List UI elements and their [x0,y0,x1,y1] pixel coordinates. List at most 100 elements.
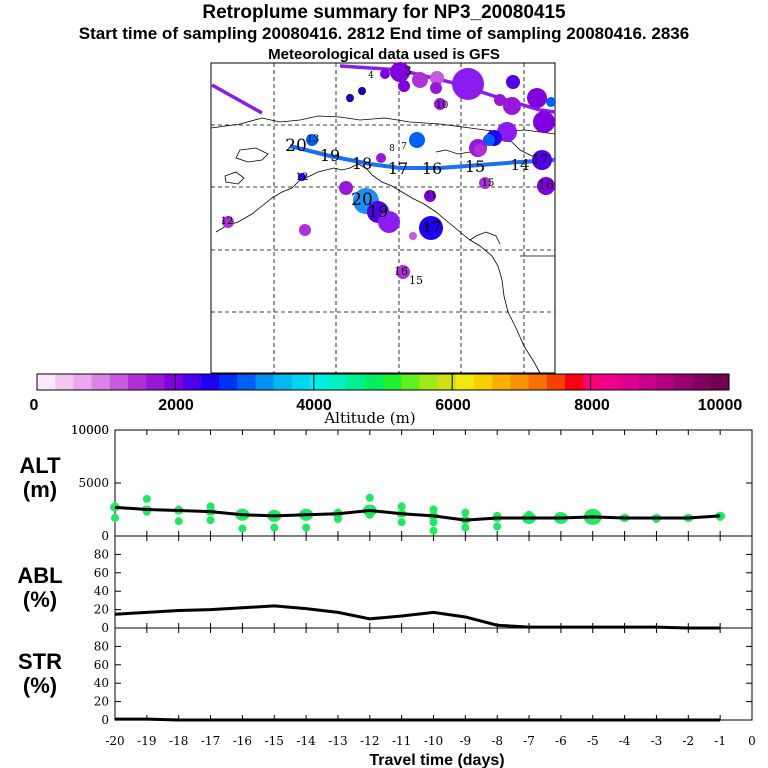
plume-day-label: 19 [320,146,340,165]
x-tick-label: -1 [714,734,726,748]
plume-dot [409,232,417,240]
colorbar-swatch [346,374,366,390]
altitude-scatter-point [174,517,183,526]
plume-dot [474,144,486,156]
colorbar-swatch [219,374,238,390]
plume-day-label: 5 [347,94,353,105]
str-panel-label-line2: (%) [22,673,58,698]
plume-dot [537,177,555,195]
plume-dot [412,72,428,88]
plume-dot [424,190,436,202]
x-tick-label: -3 [651,734,663,748]
colorbar-tick-label: 10000 [698,397,743,414]
colorbar-swatch [565,374,584,390]
x-axis-label: Travel time (days) [369,752,504,768]
altitude-scatter-point [493,522,502,531]
x-tick-label: -2 [682,734,694,748]
plume-day-label: 6 [359,87,365,98]
colorbar-swatch [255,374,275,390]
abl-panel-label: ABL (%) [0,564,80,612]
colorbar-swatch [437,374,457,390]
plume-day-label: 15 [465,157,485,176]
plume-dot [298,173,306,181]
plume-dot [506,75,520,89]
y-tick-label: 0 [101,529,109,543]
plume-dot [376,153,386,163]
plume-day-label: 17 [532,153,549,168]
abl-panel-label-line1: ABL [17,563,63,588]
str-panel-label: STR (%) [0,650,80,698]
colorbar-swatch [237,374,257,390]
plume-day-label: 18 [352,154,372,173]
x-tick-label: -14 [296,734,316,748]
altitude-scatter-point [142,494,151,503]
plume-dot [306,134,318,146]
altitude-scatter-point [111,513,119,522]
y-tick-label: 40 [94,584,109,598]
plume-dot [497,122,517,142]
plume-day-label: 15 [409,274,423,287]
plume-dot [299,224,311,236]
plume-dot [533,111,555,133]
y-tick-label: 20 [94,603,109,617]
series-line-alt [114,505,721,522]
plume-day-label: 10 [436,100,449,111]
plume-day-label: 17 [422,218,441,236]
altitude-scatter-point [397,502,406,511]
colorbar-swatch [273,374,293,390]
plume-dot [396,265,410,279]
plume-dot [419,216,443,240]
plume-day-label: 16 [422,159,442,178]
plume-day-label: 13 [307,134,320,145]
x-tick-label: -8 [491,734,503,748]
plume-dot [452,68,484,100]
colorbar-swatch [546,374,566,390]
x-tick-label: -11 [392,734,411,748]
colorbar-swatch [182,374,202,390]
altitude-scatter-point [461,523,470,532]
y-tick-label: 60 [94,658,109,672]
colorbar-swatch [291,374,311,390]
colorbar-swatch [37,374,56,390]
colorbar-swatch [200,374,220,390]
series-line-str [115,717,721,722]
series-line-abl [114,604,721,630]
plume-day-label: 12 [296,172,309,183]
plume-day-label: 8 [389,144,395,154]
altitude-scatter-point [238,524,247,533]
plume-dot [222,216,234,228]
x-tick-label: -13 [328,734,347,748]
colorbar-tick-label: 8000 [574,397,610,414]
plume-dot [479,177,491,189]
colorbar-tick-label: 4000 [296,397,332,414]
colorbar-swatch [601,374,621,390]
colorbar-swatch [674,374,694,390]
plume-day-label: 19 [368,202,388,221]
plume-day-label: 20 [285,136,307,156]
colorbar-swatch [91,374,111,390]
panel-frame [114,535,753,629]
plume-dot [380,69,390,79]
alt-panel-label-line1: ALT [19,453,61,478]
altitude-scatter-point [365,493,374,502]
colorbar-swatch [146,374,165,390]
plume-day-label: 12 [221,216,234,227]
altitude-colorbar: 0 2000 4000 6000 8000 10000 Altitude (m) [30,373,743,427]
str-panel-label-line1: STR [18,649,62,674]
colorbar-swatch [73,374,93,390]
colorbar-swatch [310,374,329,390]
colorbar-swatch [364,374,384,390]
plume-dot [430,71,444,85]
colorbar-axis-label: Altitude (m) [323,409,415,427]
trajectory-line-main [289,144,556,170]
colorbar-swatch [109,374,129,390]
colorbar-swatch [55,374,74,390]
y-tick-label: 40 [94,676,109,690]
plume-day-label: 16 [538,178,553,192]
plume-dot [409,132,425,148]
